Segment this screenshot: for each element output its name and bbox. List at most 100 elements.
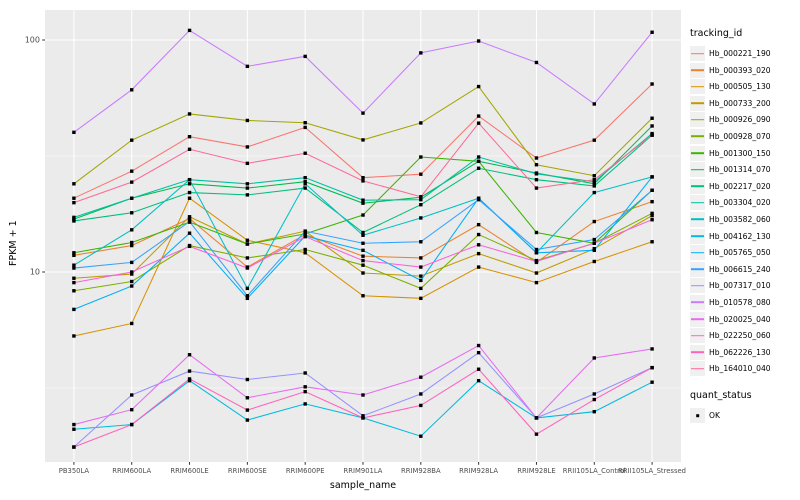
data-point-marker bbox=[72, 251, 76, 255]
data-point-marker bbox=[245, 238, 250, 242]
data-point-marker bbox=[72, 422, 76, 427]
data-point-marker bbox=[419, 403, 423, 408]
legend-item: Hb_164010_040 bbox=[690, 361, 798, 377]
legend-item: Hb_062226_130 bbox=[690, 344, 798, 360]
data-point-marker bbox=[476, 343, 481, 348]
data-point-marker bbox=[534, 247, 539, 252]
data-point-marker bbox=[592, 397, 596, 402]
series-color-line-icon bbox=[691, 102, 704, 105]
legend-key-line-swatch bbox=[690, 79, 705, 95]
legend-item: Hb_000926_090 bbox=[690, 112, 798, 128]
data-point-marker bbox=[130, 422, 134, 427]
data-point-marker bbox=[72, 280, 76, 285]
legend-key-line-swatch bbox=[690, 145, 705, 161]
legend-item-label: Hb_004162_130 bbox=[709, 231, 771, 241]
black-square-point-icon bbox=[695, 413, 700, 418]
data-point-marker bbox=[592, 356, 596, 360]
data-point-marker bbox=[476, 39, 481, 43]
data-point-marker bbox=[303, 54, 307, 59]
data-point-marker bbox=[130, 270, 134, 274]
data-point-marker bbox=[187, 216, 192, 221]
legend-key-line-swatch bbox=[690, 195, 705, 211]
data-point-marker bbox=[361, 248, 365, 253]
legend-title: tracking_id bbox=[690, 28, 743, 39]
data-point-marker bbox=[361, 201, 365, 205]
series-color-line-icon bbox=[691, 251, 704, 254]
data-point-marker bbox=[130, 240, 134, 245]
legend-key-line-swatch bbox=[690, 261, 705, 277]
data-point-marker bbox=[130, 180, 134, 184]
legend-key-line-swatch bbox=[690, 178, 705, 194]
data-point-marker bbox=[361, 111, 365, 115]
data-point-marker bbox=[72, 334, 76, 338]
legend: tracking_id Hb_000221_190 Hb_000393_020 Hb… bbox=[690, 28, 798, 425]
data-point-marker bbox=[72, 427, 76, 431]
legend-item: Hb_006615_240 bbox=[690, 261, 798, 277]
data-point-marker bbox=[361, 393, 365, 397]
series-color-line-icon bbox=[691, 52, 704, 55]
data-point-marker bbox=[245, 294, 250, 298]
series-color-line-icon bbox=[691, 334, 704, 337]
data-point-marker bbox=[592, 177, 596, 182]
data-point-marker bbox=[245, 193, 250, 197]
data-point-marker bbox=[303, 180, 307, 184]
data-point-marker bbox=[534, 230, 539, 235]
data-point-marker bbox=[72, 182, 76, 186]
data-point-marker bbox=[245, 377, 250, 382]
series-color-line-icon bbox=[691, 152, 704, 154]
x-tick-label: RRIM928BA bbox=[401, 467, 441, 475]
data-point-marker bbox=[303, 385, 307, 389]
y-axis-title: FPKM + 1 bbox=[8, 220, 19, 266]
series-color-line-icon bbox=[691, 351, 704, 353]
data-point-marker bbox=[130, 211, 134, 215]
data-point-marker bbox=[476, 197, 481, 202]
data-point-marker bbox=[72, 266, 76, 270]
data-point-marker bbox=[130, 272, 134, 276]
data-point-marker bbox=[72, 276, 76, 280]
data-point-marker bbox=[245, 296, 250, 301]
data-point-marker bbox=[130, 321, 134, 326]
data-point-marker bbox=[72, 307, 76, 312]
legend-item-label: Hb_005765_050 bbox=[709, 248, 771, 258]
legend-item-label: Hb_020025_040 bbox=[709, 314, 771, 324]
data-point-marker bbox=[419, 296, 423, 301]
legend-key-line-swatch bbox=[690, 128, 705, 144]
data-point-marker bbox=[476, 367, 481, 371]
data-point-marker bbox=[419, 172, 423, 176]
legend-item-label: Hb_000733_200 bbox=[709, 98, 771, 108]
data-point-marker bbox=[245, 266, 250, 270]
data-point-marker bbox=[419, 375, 423, 379]
legend-key-line-swatch bbox=[690, 361, 705, 377]
legend-item: Hb_004162_130 bbox=[690, 228, 798, 244]
data-point-marker bbox=[476, 159, 481, 164]
data-point-marker bbox=[650, 218, 654, 222]
series-color-line-icon bbox=[691, 202, 704, 204]
data-point-marker bbox=[187, 353, 192, 357]
legend-key-line-swatch bbox=[690, 328, 705, 344]
data-point-marker bbox=[361, 258, 365, 263]
data-point-marker bbox=[245, 182, 250, 186]
data-point-marker bbox=[303, 247, 307, 252]
data-point-marker bbox=[419, 392, 423, 396]
data-point-marker bbox=[130, 279, 134, 284]
quant-legend-items: OK bbox=[690, 408, 798, 424]
data-point-marker bbox=[187, 134, 192, 139]
data-point-marker bbox=[650, 211, 654, 216]
data-point-marker bbox=[245, 396, 250, 400]
data-point-marker bbox=[72, 289, 76, 293]
data-point-marker bbox=[650, 347, 654, 351]
data-point-marker bbox=[476, 265, 481, 269]
data-point-marker bbox=[419, 195, 423, 199]
data-point-marker bbox=[303, 151, 307, 155]
legend-item-label: Hb_000221_190 bbox=[709, 49, 771, 58]
data-point-marker bbox=[303, 121, 307, 125]
data-point-marker bbox=[245, 418, 250, 422]
data-point-marker bbox=[361, 416, 365, 420]
legend-item-label: Hb_006615_240 bbox=[709, 264, 771, 274]
data-point-marker bbox=[419, 434, 423, 438]
data-point-marker bbox=[592, 259, 596, 264]
legend-item-label: Hb_001314_070 bbox=[709, 165, 771, 175]
data-point-marker bbox=[72, 263, 76, 267]
x-tick-label: RRIM928LA bbox=[459, 467, 499, 475]
data-point-marker bbox=[187, 112, 192, 116]
